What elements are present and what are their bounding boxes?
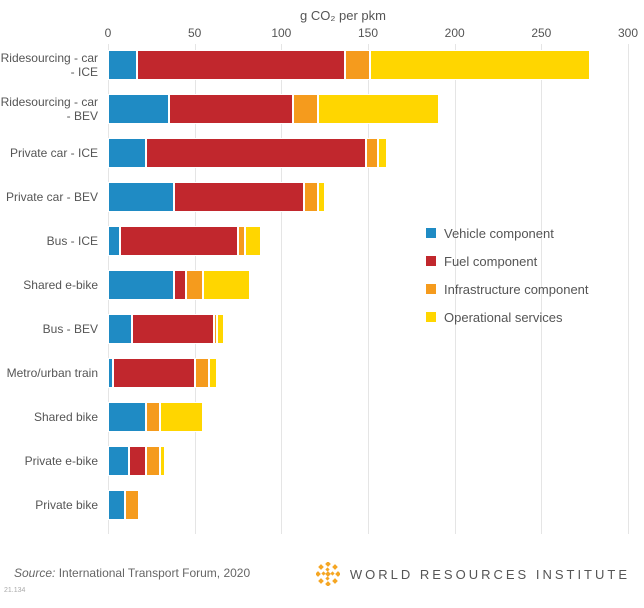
wri-logo: WORLD RESOURCES INSTITUTE: [316, 562, 630, 586]
x-tick-label: 0: [105, 26, 112, 40]
bar-segment-operational: [160, 446, 165, 476]
bar-segment-infrastructure: [195, 358, 209, 388]
x-tick-label: 50: [188, 26, 201, 40]
bar-segment-infrastructure: [238, 226, 245, 256]
bar-segment-operational: [378, 138, 387, 168]
bar-segment-operational: [160, 402, 203, 432]
bar-row: [0, 402, 644, 432]
legend-item: Operational services: [426, 310, 589, 324]
bar-row: [0, 94, 644, 124]
bar-segment-infrastructure: [125, 490, 139, 520]
x-tick-label: 200: [445, 26, 465, 40]
bar-segment-vehicle: [108, 182, 174, 212]
bar-segment-infrastructure: [186, 270, 203, 300]
bar-segment-vehicle: [108, 94, 169, 124]
source-label: Source:: [14, 566, 55, 580]
bar-segment-operational: [318, 182, 325, 212]
bar-segment-fuel: [113, 358, 194, 388]
bar-segment-vehicle: [108, 50, 137, 80]
bar-segment-vehicle: [108, 270, 174, 300]
bar-segment-infrastructure: [146, 402, 160, 432]
bar-segment-operational: [203, 270, 250, 300]
x-tick-label: 100: [271, 26, 291, 40]
bar-segment-operational: [318, 94, 439, 124]
bar-segment-vehicle: [108, 226, 120, 256]
legend: Vehicle component Fuel component Infrastru…: [426, 226, 589, 338]
bar-row: [0, 358, 644, 388]
wri-logo-text: WORLD RESOURCES INSTITUTE: [350, 567, 630, 582]
legend-swatch: [426, 256, 436, 266]
legend-label: Infrastructure component: [444, 282, 589, 297]
bar-row: [0, 490, 644, 520]
wri-logo-icon: [316, 562, 340, 586]
legend-item: Fuel component: [426, 254, 589, 268]
bar-segment-infrastructure: [293, 94, 317, 124]
bar-segment-operational: [370, 50, 590, 80]
bar-segment-vehicle: [108, 490, 125, 520]
bar-segment-fuel: [120, 226, 238, 256]
legend-label: Fuel component: [444, 254, 537, 269]
bar-row: [0, 50, 644, 80]
bar-segment-fuel: [174, 270, 186, 300]
bar-row: [0, 182, 644, 212]
legend-label: Vehicle component: [444, 226, 554, 241]
bar-segment-infrastructure: [345, 50, 369, 80]
bar-segment-infrastructure: [146, 446, 160, 476]
bar-row: [0, 446, 644, 476]
bar-segment-fuel: [137, 50, 345, 80]
bar-segment-vehicle: [108, 446, 129, 476]
bar-segment-fuel: [132, 314, 213, 344]
bar-segment-vehicle: [108, 402, 146, 432]
bar-segment-fuel: [174, 182, 304, 212]
legend-swatch: [426, 284, 436, 294]
bar-segment-vehicle: [108, 314, 132, 344]
bar-segment-fuel: [129, 446, 146, 476]
bar-segment-infrastructure: [366, 138, 378, 168]
x-tick-label: 150: [358, 26, 378, 40]
bar-segment-operational: [245, 226, 261, 256]
legend-label: Operational services: [444, 310, 563, 325]
bar-segment-vehicle: [108, 138, 146, 168]
x-axis-title: g CO₂ per pkm: [300, 8, 386, 23]
x-tick-label: 300: [618, 26, 638, 40]
bar-segment-operational: [217, 314, 224, 344]
bar-segment-fuel: [169, 94, 294, 124]
legend-item: Vehicle component: [426, 226, 589, 240]
legend-swatch: [426, 312, 436, 322]
chart-area: g CO₂ per pkm 050100150200250300 Ridesou…: [0, 0, 644, 560]
source-text: International Transport Forum, 2020: [59, 566, 250, 580]
legend-swatch: [426, 228, 436, 238]
bar-segment-operational: [209, 358, 218, 388]
bar-segment-infrastructure: [304, 182, 318, 212]
figure-id: 21.134: [4, 587, 25, 594]
bar-row: [0, 138, 644, 168]
x-tick-label: 250: [531, 26, 551, 40]
source-footer: Source: International Transport Forum, 2…: [14, 566, 250, 580]
legend-item: Infrastructure component: [426, 282, 589, 296]
bar-segment-fuel: [146, 138, 366, 168]
